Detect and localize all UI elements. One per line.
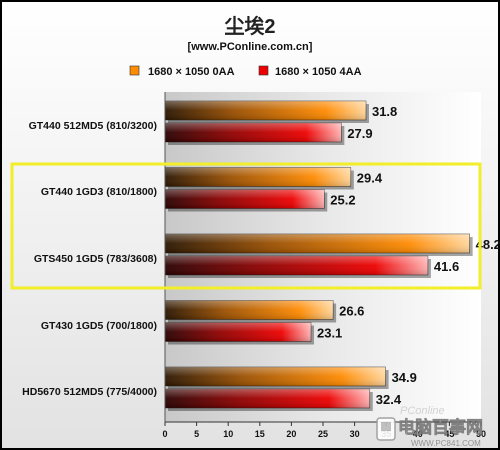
watermark-logo-screen [381, 422, 391, 431]
x-tick-label: 20 [286, 429, 296, 439]
data-label: 26.6 [339, 304, 364, 319]
bar-4aa-gloss [165, 123, 342, 142]
data-label: 48.2 [476, 237, 500, 252]
category-label: GT440 512MD5 (810/3200) [29, 120, 157, 132]
data-label: 31.8 [372, 104, 397, 119]
data-label: 27.9 [347, 126, 372, 141]
legend-label-4aa: 1680 × 1050 4AA [275, 66, 362, 78]
bar-0aa-gloss [165, 234, 470, 253]
data-label: 29.4 [357, 171, 383, 186]
data-label: 41.6 [434, 259, 459, 274]
watermark-site-url: WWW.PC841.COM [411, 439, 481, 448]
data-label: 23.1 [317, 326, 342, 341]
bar-0aa-gloss [165, 300, 334, 320]
bar-0aa-gloss [165, 167, 351, 187]
bar-4aa-gloss [165, 256, 428, 275]
watermark: PConline 电脑百事网 WWW.PC841.COM [376, 405, 483, 448]
legend-label-0aa: 1680 × 1050 0AA [148, 66, 235, 78]
legend-swatch-0aa [129, 65, 140, 76]
data-label: 25.2 [330, 193, 355, 208]
y-axis-labels: GT440 512MD5 (810/3200) GT440 1GD3 (810/… [22, 120, 157, 398]
watermark-brand: PConline [400, 405, 445, 417]
watermark-site-name: 电脑百事网 [398, 417, 483, 437]
highlight-box [10, 162, 482, 290]
data-label: 34.9 [392, 370, 417, 385]
category-label: GT430 1GD5 (700/1800) [41, 320, 157, 332]
x-tick-label: 45 [444, 429, 454, 439]
data-label: 32.4 [376, 392, 402, 407]
x-tick-label: 10 [223, 429, 233, 439]
category-label: HD5670 512MD5 (775/4000) [22, 386, 157, 398]
x-tick-label: 0 [162, 429, 167, 439]
x-tick-label: 50 [476, 429, 486, 439]
x-tick-label: 5 [194, 429, 199, 439]
chart-subtitle: [www.PConline.com.cn] [188, 41, 313, 53]
x-tick-label: 15 [255, 429, 265, 439]
category-label: GT440 1GD3 (810/1800) [41, 186, 157, 198]
bar-0aa-gloss [165, 101, 366, 120]
legend: 1680 × 1050 0AA 1680 × 1050 4AA [129, 65, 362, 78]
x-tick-label: 30 [350, 429, 360, 439]
bar-0aa-gloss [165, 367, 386, 386]
bar-4aa-gloss [165, 189, 325, 209]
bar-4aa-gloss [165, 322, 311, 342]
x-tick-label: 40 [413, 429, 423, 439]
chart-title: 尘埃2 [224, 14, 275, 38]
category-label: GTS450 1GD5 (783/3608) [34, 253, 157, 265]
x-tick-label: 25 [318, 429, 328, 439]
bars-layer: 31.827.9 29.425.2 48.2 41.6 26.6 23.1 34.9 32.4 [164, 100, 500, 411]
legend-swatch-4aa [258, 65, 269, 76]
bar-4aa-gloss [165, 389, 370, 408]
